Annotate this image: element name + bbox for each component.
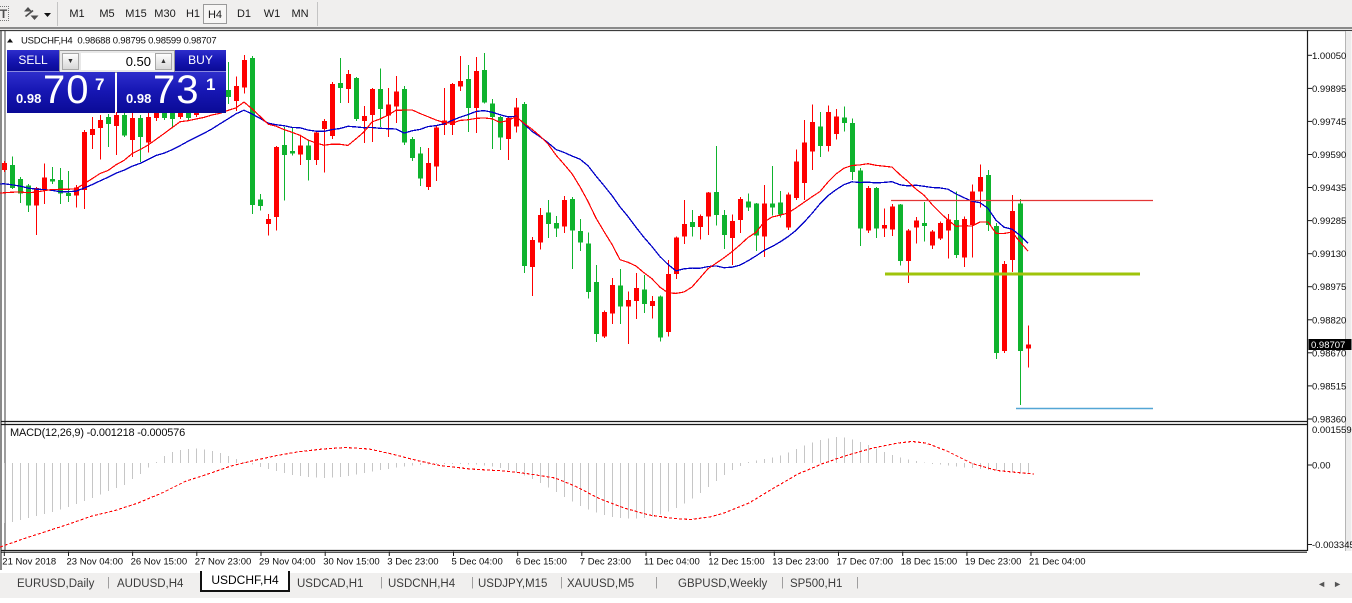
svg-text:0.99130: 0.99130 [1312, 249, 1346, 260]
svg-text:19 Dec 23:00: 19 Dec 23:00 [965, 557, 1022, 568]
svg-text:6 Dec 15:00: 6 Dec 15:00 [516, 557, 567, 568]
svg-text:30 Nov 15:00: 30 Nov 15:00 [323, 557, 380, 568]
svg-text:0.98820: 0.98820 [1312, 315, 1346, 326]
svg-text:26 Nov 15:00: 26 Nov 15:00 [131, 557, 188, 568]
svg-text:0.001559: 0.001559 [1312, 425, 1352, 436]
svg-text:0.00: 0.00 [1312, 461, 1331, 472]
svg-text:1.00050: 1.00050 [1312, 51, 1346, 62]
svg-text:23 Nov 04:00: 23 Nov 04:00 [67, 557, 124, 568]
svg-text:3 Dec 23:00: 3 Dec 23:00 [387, 557, 438, 568]
svg-text:USDCHF,H4 0.98688 0.98795 0.9: USDCHF,H4 0.98688 0.98795 0.98599 0.9870… [21, 36, 216, 47]
svg-text:0.98515: 0.98515 [1312, 381, 1346, 392]
svg-text:0.99285: 0.99285 [1312, 216, 1346, 227]
svg-text:5 Dec 04:00: 5 Dec 04:00 [452, 557, 503, 568]
svg-text:21 Nov 2018: 21 Nov 2018 [2, 557, 56, 568]
svg-text:MACD(12,26,9) -0.001218 -0.000: MACD(12,26,9) -0.001218 -0.000576 [10, 427, 185, 439]
svg-text:0.99590: 0.99590 [1312, 150, 1346, 161]
svg-text:29 Nov 04:00: 29 Nov 04:00 [259, 557, 316, 568]
svg-text:0.98975: 0.98975 [1312, 282, 1346, 293]
svg-text:-0.003345: -0.003345 [1312, 540, 1352, 551]
svg-text:0.98360: 0.98360 [1312, 415, 1346, 426]
svg-text:18 Dec 15:00: 18 Dec 15:00 [901, 557, 958, 568]
svg-text:12 Dec 15:00: 12 Dec 15:00 [708, 557, 765, 568]
svg-text:21 Dec 04:00: 21 Dec 04:00 [1029, 557, 1086, 568]
svg-text:0.99745: 0.99745 [1312, 117, 1346, 128]
svg-text:0.98707: 0.98707 [1311, 340, 1345, 351]
svg-text:0.99895: 0.99895 [1312, 84, 1346, 95]
svg-text:27 Nov 23:00: 27 Nov 23:00 [195, 557, 252, 568]
svg-text:7 Dec 23:00: 7 Dec 23:00 [580, 557, 631, 568]
svg-text:0.99435: 0.99435 [1312, 183, 1346, 194]
svg-text:13 Dec 23:00: 13 Dec 23:00 [772, 557, 829, 568]
svg-text:17 Dec 07:00: 17 Dec 07:00 [837, 557, 894, 568]
svg-text:11 Dec 04:00: 11 Dec 04:00 [644, 557, 700, 568]
svg-text:0.98670: 0.98670 [1312, 348, 1346, 359]
